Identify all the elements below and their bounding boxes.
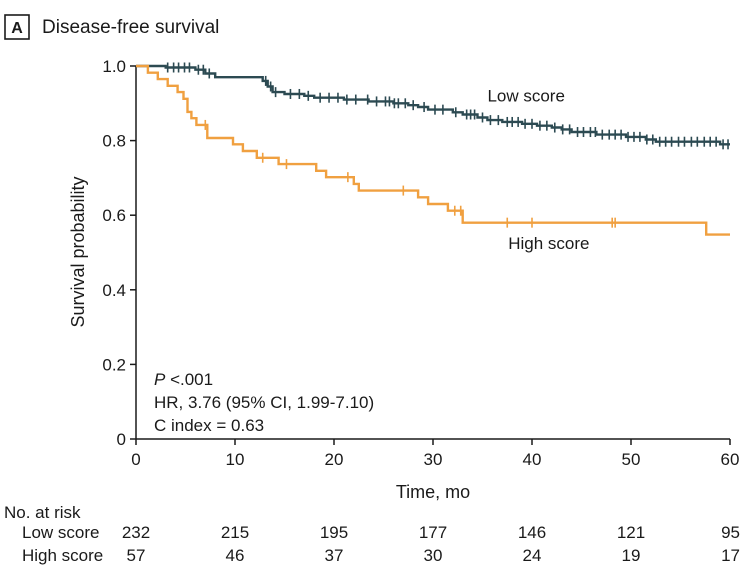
- risk-value-high-score: 57: [127, 546, 146, 565]
- panel-title: Disease-free survival: [42, 17, 219, 38]
- risk-value-high-score: 30: [424, 546, 443, 565]
- risk-value-high-score: 37: [325, 546, 344, 565]
- x-tick-label: 20: [325, 450, 344, 469]
- c-index-text: C index = 0.63: [154, 416, 264, 435]
- risk-value-low-score: 146: [518, 523, 546, 542]
- p-value-italic: P: [154, 370, 166, 389]
- survival-curves: [136, 62, 730, 236]
- risk-row-label-low-score: Low score: [22, 523, 99, 542]
- risk-value-low-score: 95: [721, 523, 740, 542]
- low-score-label: Low score: [487, 86, 564, 105]
- high-score-curve: [136, 64, 730, 236]
- y-ticks: 0 0.2 0.4 0.6 0.8 1.0: [102, 57, 136, 449]
- risk-table: No. at risk Low score 232 215 195 177 146 121 9…: [4, 503, 740, 565]
- p-value-rest: <.001: [165, 370, 213, 389]
- risk-value-low-score: 232: [122, 523, 150, 542]
- x-tick-label: 50: [622, 450, 641, 469]
- risk-value-low-score: 177: [419, 523, 447, 542]
- y-tick-label: 0.4: [102, 281, 126, 300]
- high-score-label: High score: [508, 234, 589, 253]
- hazard-ratio-text: HR, 3.76 (95% CI, 1.99-7.10): [154, 393, 374, 412]
- x-tick-label: 0: [131, 450, 140, 469]
- high-score-series: [136, 64, 730, 236]
- panel-header: A Disease-free survival: [4, 14, 219, 40]
- y-axis-label: Survival probability: [68, 176, 88, 327]
- panel-letter-box: [4, 14, 30, 40]
- risk-value-low-score: 215: [221, 523, 249, 542]
- series-labels: Low score High score: [487, 86, 589, 252]
- low-score-curve: [136, 64, 730, 146]
- x-tick-label: 30: [424, 450, 443, 469]
- y-tick-label: 0.2: [102, 355, 126, 374]
- risk-row-label-high-score: High score: [22, 546, 103, 565]
- x-tick-label: 60: [721, 450, 740, 469]
- axes: 0 10 20 30 40 50 60 00.20.40.60.81.0 Time, mo …: [68, 57, 739, 502]
- risk-value-high-score: 46: [226, 546, 245, 565]
- x-ticks: 0 10 20 30 40 50 60: [131, 439, 739, 469]
- stats-annotation: P <.001 HR, 3.76 (95% CI, 1.99-7.10) C i…: [154, 370, 374, 435]
- y-tick-label: 1.0: [102, 57, 126, 76]
- risk-table-header: No. at risk: [4, 503, 81, 522]
- risk-value-high-score: 24: [523, 546, 542, 565]
- risk-value-low-score: 195: [320, 523, 348, 542]
- y-tick-label: 0: [117, 430, 126, 449]
- p-value-text: P <.001: [154, 370, 213, 389]
- risk-value-low-score: 121: [617, 523, 645, 542]
- x-axis-label: Time, mo: [396, 482, 470, 502]
- y-tick-label: 0.8: [102, 132, 126, 151]
- x-tick-label: 10: [226, 450, 245, 469]
- panel-letter: A: [11, 20, 23, 37]
- risk-value-high-score: 19: [622, 546, 641, 565]
- x-tick-label: 40: [523, 450, 542, 469]
- y-tick-label: 0.6: [102, 206, 126, 225]
- risk-value-high-score: 17: [721, 546, 740, 565]
- low-score-series: [136, 62, 730, 150]
